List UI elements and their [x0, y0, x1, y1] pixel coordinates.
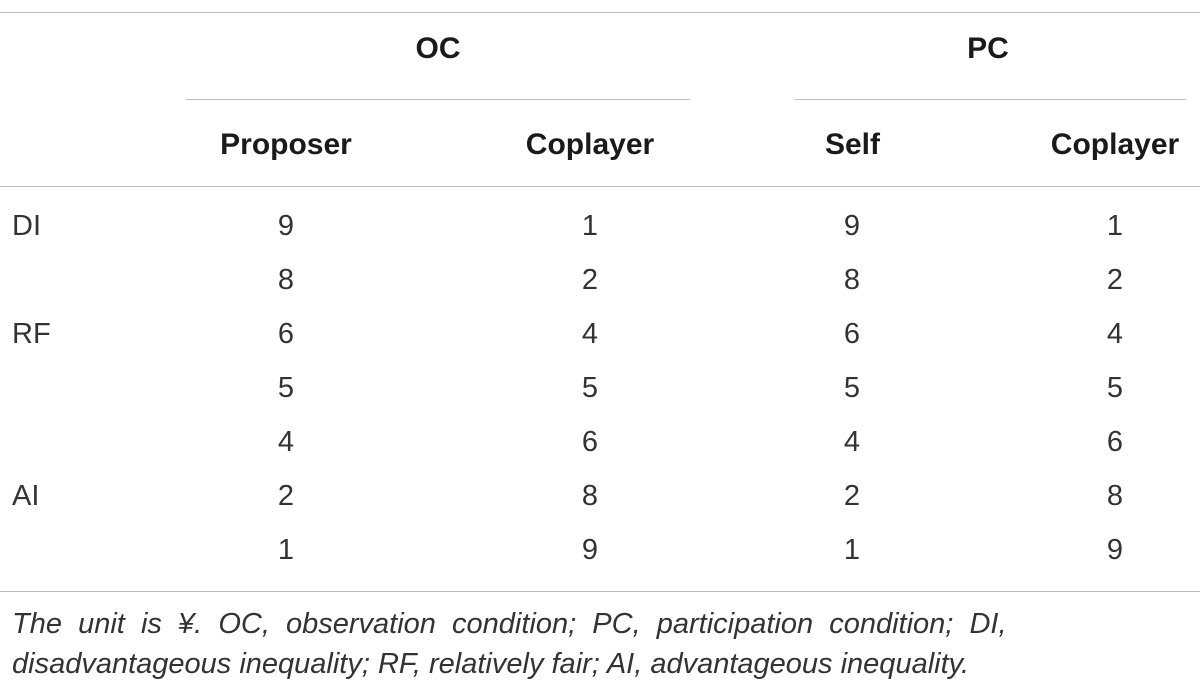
subheader-coplayer-oc: Coplayer	[525, 128, 655, 161]
table-cell: 2	[843, 480, 861, 512]
table-cell: 5	[843, 372, 861, 404]
top-rule	[0, 12, 1200, 13]
table-cell: 6	[843, 318, 861, 350]
table-cell: 6	[277, 318, 295, 350]
subheader-self: Self	[824, 128, 881, 161]
group-header-oc: OC	[415, 32, 461, 65]
table-cell: 9	[581, 534, 599, 566]
table-cell: 5	[1106, 372, 1124, 404]
table-cell: 2	[581, 264, 599, 296]
table-cell: 6	[581, 426, 599, 458]
row-label: RF	[12, 318, 51, 350]
table-cell: 8	[277, 264, 295, 296]
bottom-rule	[0, 591, 1200, 592]
footnote-line-1: The unit is ¥. OC, observation condition…	[12, 608, 1007, 640]
subheader-coplayer-pc: Coplayer	[1050, 128, 1180, 161]
table-cell: 4	[1106, 318, 1124, 350]
table-cell: 8	[581, 480, 599, 512]
table-cell: 8	[1106, 480, 1124, 512]
table-cell: 4	[581, 318, 599, 350]
table-footnote: The unit is ¥. OC, observation condition…	[12, 604, 1192, 684]
table-cell: 4	[277, 426, 295, 458]
table-cell: 2	[1106, 264, 1124, 296]
header-rule	[0, 186, 1200, 187]
oc-spanner-rule	[186, 99, 690, 100]
table-cell: 9	[843, 210, 861, 242]
group-header-pc: PC	[967, 32, 1009, 65]
table-cell: 5	[277, 372, 295, 404]
table-cell: 9	[1106, 534, 1124, 566]
table-cell: 4	[843, 426, 861, 458]
table-cell: 1	[277, 534, 295, 566]
table-cell: 5	[581, 372, 599, 404]
table-cell: 1	[1106, 210, 1124, 242]
footnote-line-2: disadvantageous inequality; RF, relative…	[12, 648, 970, 680]
table-cell: 6	[1106, 426, 1124, 458]
table-cell: 1	[581, 210, 599, 242]
row-label: AI	[12, 480, 40, 512]
subheader-proposer: Proposer	[220, 128, 352, 161]
table-cell: 9	[277, 210, 295, 242]
table-cell: 2	[277, 480, 295, 512]
table-cell: 1	[843, 534, 861, 566]
row-label: DI	[12, 210, 41, 242]
pc-spanner-rule	[795, 99, 1186, 100]
table-cell: 8	[843, 264, 861, 296]
